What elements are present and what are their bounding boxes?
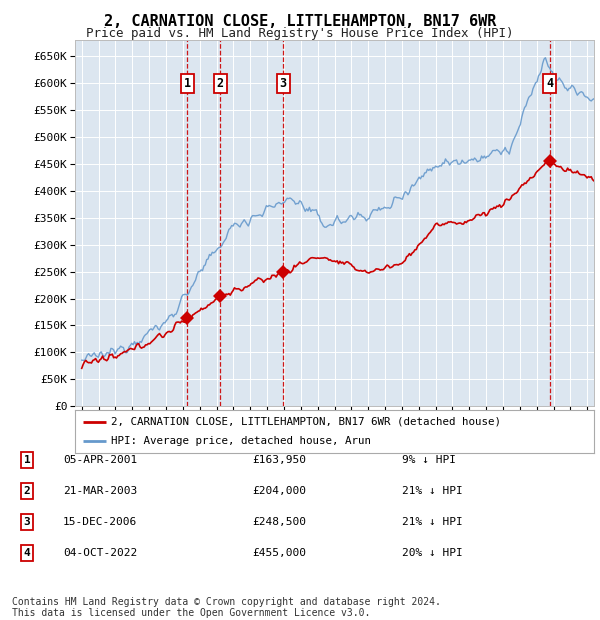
Text: 1: 1	[184, 77, 191, 90]
Text: 20% ↓ HPI: 20% ↓ HPI	[402, 548, 463, 558]
Text: £248,500: £248,500	[252, 517, 306, 527]
Text: 1: 1	[23, 455, 31, 465]
Text: 2: 2	[23, 486, 31, 496]
Text: 4: 4	[546, 77, 553, 90]
Text: 15-DEC-2006: 15-DEC-2006	[63, 517, 137, 527]
Text: £204,000: £204,000	[252, 486, 306, 496]
Text: 04-OCT-2022: 04-OCT-2022	[63, 548, 137, 558]
Text: 3: 3	[280, 77, 287, 90]
Text: £163,950: £163,950	[252, 455, 306, 465]
Text: 3: 3	[23, 517, 31, 527]
Text: 4: 4	[23, 548, 31, 558]
Text: 2: 2	[217, 77, 224, 90]
Text: 9% ↓ HPI: 9% ↓ HPI	[402, 455, 456, 465]
Text: 21% ↓ HPI: 21% ↓ HPI	[402, 486, 463, 496]
Text: Contains HM Land Registry data © Crown copyright and database right 2024.
This d: Contains HM Land Registry data © Crown c…	[12, 596, 441, 618]
Text: 2, CARNATION CLOSE, LITTLEHAMPTON, BN17 6WR (detached house): 2, CARNATION CLOSE, LITTLEHAMPTON, BN17 …	[112, 417, 502, 427]
Text: 05-APR-2001: 05-APR-2001	[63, 455, 137, 465]
Text: 21-MAR-2003: 21-MAR-2003	[63, 486, 137, 496]
Text: £455,000: £455,000	[252, 548, 306, 558]
Text: 21% ↓ HPI: 21% ↓ HPI	[402, 517, 463, 527]
Text: HPI: Average price, detached house, Arun: HPI: Average price, detached house, Arun	[112, 436, 371, 446]
Text: 2, CARNATION CLOSE, LITTLEHAMPTON, BN17 6WR: 2, CARNATION CLOSE, LITTLEHAMPTON, BN17 …	[104, 14, 496, 29]
Text: Price paid vs. HM Land Registry's House Price Index (HPI): Price paid vs. HM Land Registry's House …	[86, 27, 514, 40]
